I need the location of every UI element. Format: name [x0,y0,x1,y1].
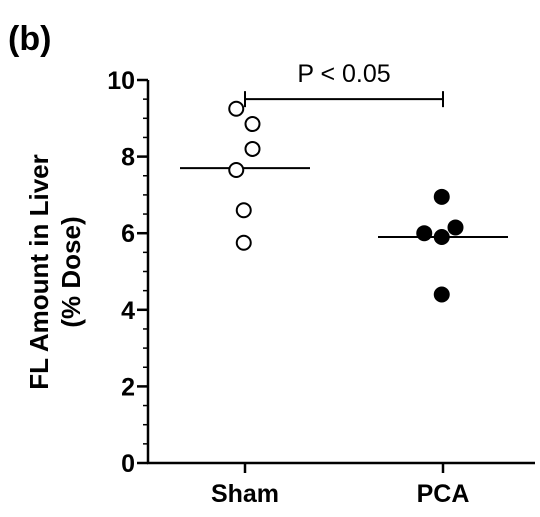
panel-label: (b) [8,20,51,58]
data-marks [180,100,508,303]
y-axis-label-line2: (% Dose) [56,216,86,327]
data-point [447,219,464,236]
data-point [433,286,450,303]
data-point [433,229,450,246]
x-category-label: PCA [417,480,470,508]
y-tick-label: 2 [121,373,135,401]
y-axis-label-line1: FL Amount in Liver [24,154,54,389]
data-point [433,188,450,205]
data-point [244,116,261,133]
y-tick-label: 0 [121,450,135,478]
y-tick-label: 10 [107,67,135,95]
y-tick-label: 4 [121,297,135,325]
significance-annotation: P < 0.05 [244,60,444,108]
x-category-label: Sham [211,480,279,508]
y-tick-label: 8 [121,144,135,172]
data-point [228,100,245,117]
p-value-label: P < 0.05 [297,60,390,88]
data-point [244,140,261,157]
data-point [235,202,252,219]
axes: 0 2 4 6 8 10 Sham PCA [107,67,535,508]
y-tick-label: 6 [121,220,135,248]
data-point [235,234,252,251]
y-axis-label-group: FL Amount in Liver (% Dose) [24,154,86,389]
y-axis-label: FL Amount in Liver (% Dose) [24,154,86,389]
data-point [228,162,245,179]
data-point [416,225,433,242]
